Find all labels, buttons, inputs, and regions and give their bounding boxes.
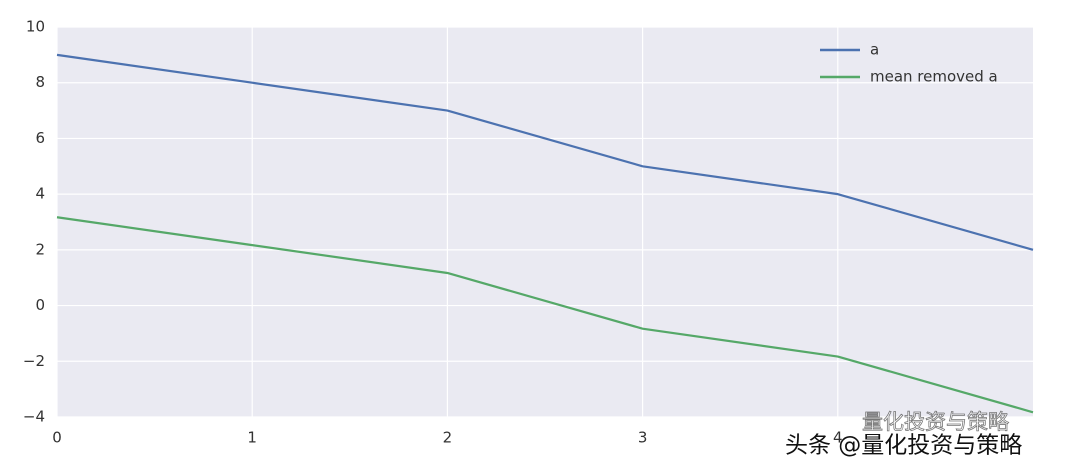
legend-label: mean removed a [870,68,998,86]
plot-area [57,27,1033,417]
x-tick-label: 2 [443,429,453,447]
y-tick-label: 6 [35,129,45,147]
legend-label: a [870,41,879,59]
y-tick-label: −2 [23,352,45,370]
x-tick-label: 1 [247,429,257,447]
y-tick-label: 2 [35,240,45,258]
watermark: 头条 @量化投资与策略 [785,433,1022,459]
y-tick-label: 10 [26,18,45,36]
x-tick-label: 3 [638,429,648,447]
lines [56,53,1034,414]
y-tick-label: 4 [35,185,45,203]
y-tick-label: 0 [35,296,45,314]
y-tick-label: 8 [35,73,45,91]
series-line [56,53,1034,251]
watermark-faded: 量化投资与策略 [862,410,1009,434]
series-line [56,216,1034,414]
x-tick-label: 4 [833,429,843,447]
grid: −4 −2 0 2 4 6 8 10 0 1 2 3 4 [23,18,1033,447]
x-tick-label: 0 [52,429,62,447]
y-tick-label: −4 [23,408,45,426]
legend: a mean removed a [820,41,998,86]
